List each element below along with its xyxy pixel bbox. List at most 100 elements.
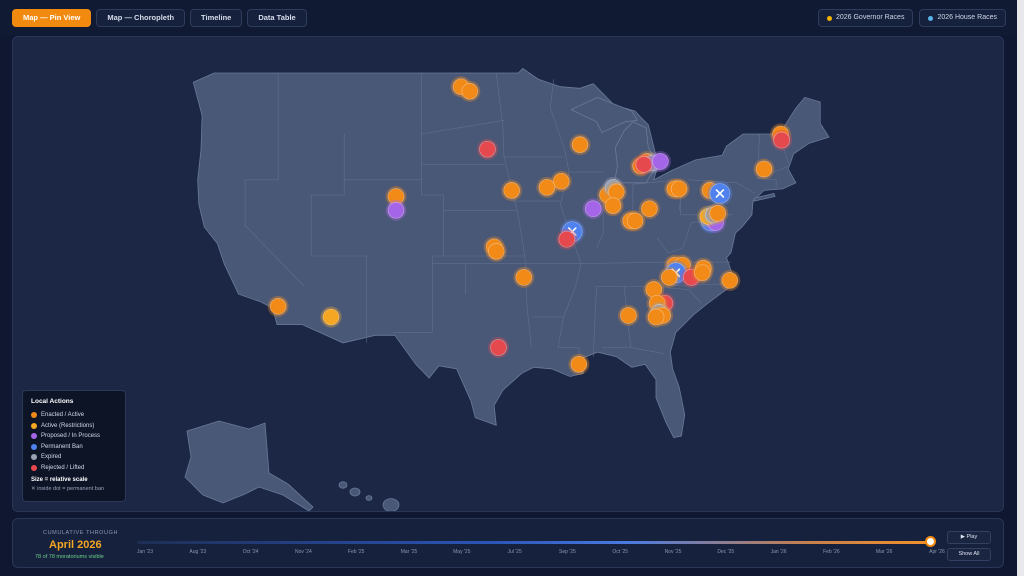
enacted-pin[interactable] xyxy=(605,181,627,203)
rejected-pin[interactable] xyxy=(487,337,509,358)
timeline-tick-label: May '25 xyxy=(453,549,471,555)
legend-item-rejected: Rejected / Lifted xyxy=(31,463,117,474)
cumulative-label: CUMULATIVE THROUGH xyxy=(43,530,119,536)
timeline-tick-label: Aug '23 xyxy=(189,549,207,555)
enacted-pin[interactable] xyxy=(753,158,775,180)
timeline-handle[interactable] xyxy=(925,536,936,547)
race-toggles: 2026 Governor Races 2026 House Races xyxy=(817,9,1006,27)
active-restrictions-dot-icon xyxy=(31,422,37,429)
legend-item-enacted: Enacted / Active xyxy=(31,410,117,421)
map-legend: Local Actions Enacted / Active Active (R… xyxy=(22,390,126,502)
enacted-pin[interactable] xyxy=(459,80,481,102)
tab-map-pin-view[interactable]: Map — Pin View xyxy=(12,9,92,27)
rejected-pin[interactable] xyxy=(556,228,578,250)
proposed-pin[interactable] xyxy=(649,150,671,172)
enacted-dot-icon xyxy=(31,412,37,419)
state-border-line xyxy=(244,73,305,287)
state-border-line xyxy=(592,286,597,357)
proposed-pin[interactable] xyxy=(385,199,407,221)
state-border-line xyxy=(310,134,367,343)
legend-size-note: Size = relative scale xyxy=(31,477,88,483)
legend-item-permanent-ban: Permanent Ban xyxy=(31,442,117,453)
rejected-pin[interactable] xyxy=(771,129,793,151)
tab-map-choropleth[interactable]: Map — Choropleth xyxy=(96,9,186,27)
enacted-pin[interactable] xyxy=(568,353,590,375)
house-races-toggle[interactable]: 2026 House Races xyxy=(919,9,1006,27)
timeline-tick-label: Oct '24 xyxy=(242,549,259,555)
hawaii-island xyxy=(349,487,361,497)
active-restrictions-pin[interactable] xyxy=(320,306,342,328)
enacted-pin[interactable] xyxy=(645,306,667,328)
enacted-pin[interactable] xyxy=(643,279,665,301)
legend-ban-note: ✕ inside dot = permanent ban xyxy=(31,486,104,492)
timeline-ticks: Jan '23 Aug '23 Oct '24 Nov '24 Feb '25 Mar '… xyxy=(137,549,945,557)
legend-label: Expired xyxy=(41,454,62,461)
enacted-pin[interactable] xyxy=(638,198,660,220)
enacted-pin[interactable] xyxy=(707,202,729,224)
legend-item-active-restrictions: Active (Restrictions) xyxy=(31,421,117,432)
expired-dot-icon xyxy=(31,454,37,461)
state-border-line xyxy=(656,220,712,254)
map-panel[interactable] xyxy=(12,36,1004,512)
tab-timeline[interactable]: Timeline xyxy=(190,9,243,27)
enacted-pin[interactable] xyxy=(485,240,507,262)
state-border-line xyxy=(687,179,756,194)
enacted-pin[interactable] xyxy=(569,134,591,156)
timeline-tick-label: Apr '26 xyxy=(929,549,945,555)
enacted-pin[interactable] xyxy=(691,262,713,284)
view-tabs: Map — Pin View Map — Choropleth Timeline… xyxy=(12,9,307,27)
top-bar: Map — Pin View Map — Choropleth Timeline… xyxy=(0,0,1024,36)
proposed-pin[interactable] xyxy=(582,198,604,220)
governor-races-toggle[interactable]: 2026 Governor Races xyxy=(817,9,914,27)
state-border-line xyxy=(581,261,731,264)
current-date: April 2026 xyxy=(49,539,102,551)
legend-label: Permanent Ban xyxy=(41,443,83,450)
rejected-pin[interactable] xyxy=(476,138,498,160)
governor-dot-icon xyxy=(826,15,832,21)
enacted-pin[interactable] xyxy=(536,176,558,198)
state-border-line xyxy=(549,79,582,348)
enacted-pin[interactable] xyxy=(719,269,741,291)
timeline-tick-label: Mar '26 xyxy=(875,549,893,555)
permanent-ban-dot-icon xyxy=(31,443,37,450)
rejected-dot-icon xyxy=(31,464,37,471)
hawaii-island xyxy=(338,481,348,489)
timeline-tick-label: Jan '23 xyxy=(137,549,153,555)
house-races-label: 2026 House Races xyxy=(937,14,997,21)
enacted-pin[interactable] xyxy=(668,178,690,200)
permanent-ban-pin[interactable] xyxy=(707,180,733,206)
state-border-line xyxy=(558,347,581,360)
timeline-tick-label: Nov '25 xyxy=(664,549,682,555)
hawaii-island xyxy=(382,498,400,511)
enacted-pin[interactable] xyxy=(658,266,680,288)
state-border-line xyxy=(421,120,505,135)
enacted-pin[interactable] xyxy=(624,210,646,232)
legend-label: Rejected / Lifted xyxy=(41,464,85,471)
legend-item-proposed: Proposed / In Process xyxy=(31,431,117,442)
enacted-pin[interactable] xyxy=(617,304,639,326)
show-all-button[interactable]: Show All xyxy=(947,548,991,561)
tab-data-table[interactable]: Data Table xyxy=(247,9,307,27)
state-border-line xyxy=(648,286,702,304)
legend-label: Proposed / In Process xyxy=(41,433,101,440)
play-button[interactable]: ▶ Play xyxy=(947,531,991,544)
timeline-tick-label: Nov '24 xyxy=(294,549,312,555)
timeline-panel: CUMULATIVE THROUGH April 2026 78 of 78 m… xyxy=(12,518,1004,568)
enacted-pin[interactable] xyxy=(501,179,523,201)
enacted-pin[interactable] xyxy=(385,186,407,208)
timeline-tick-label: Sep '25 xyxy=(558,549,576,555)
state-border-line xyxy=(757,133,777,189)
enacted-pin[interactable] xyxy=(550,170,572,192)
land-shape xyxy=(192,67,830,438)
alaska-inset xyxy=(184,420,314,511)
legend-label: Active (Restrictions) xyxy=(41,422,95,429)
house-dot-icon xyxy=(928,15,934,21)
rejected-pin[interactable] xyxy=(633,154,655,175)
timeline-tick-label: Feb '25 xyxy=(347,549,365,555)
us-map[interactable] xyxy=(13,37,1004,512)
scrollbar[interactable] xyxy=(1017,0,1024,576)
enacted-pin[interactable] xyxy=(602,195,624,217)
enacted-pin[interactable] xyxy=(513,266,535,288)
enacted-pin[interactable] xyxy=(267,295,289,317)
timeline-track[interactable] xyxy=(137,541,931,544)
